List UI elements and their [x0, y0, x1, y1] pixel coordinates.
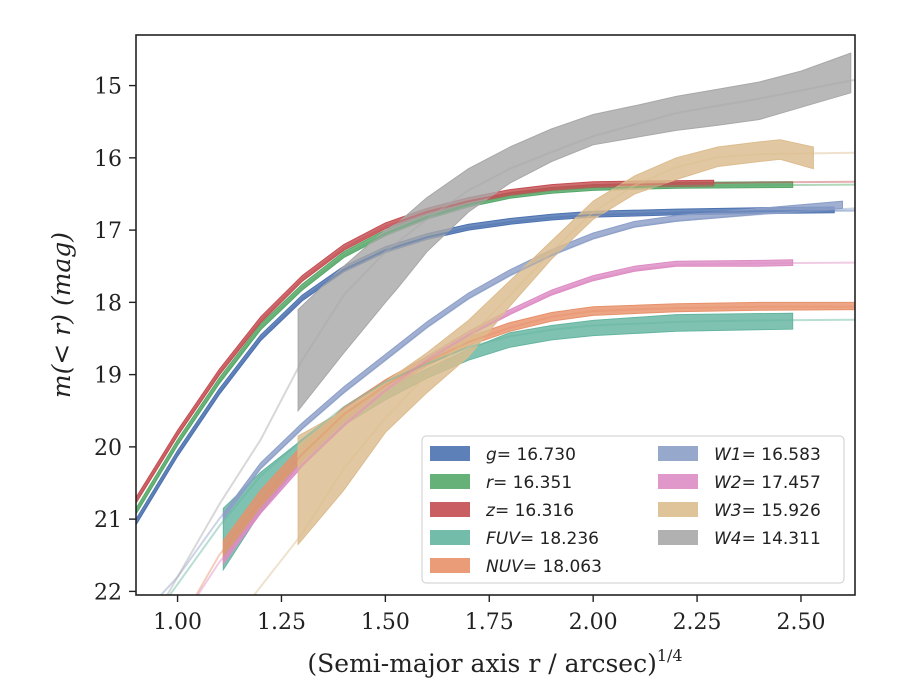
y-tick-label: 15 — [94, 75, 122, 100]
band-w4 — [297, 52, 852, 413]
band-w1 — [222, 200, 843, 521]
legend-swatch-z — [430, 502, 470, 517]
x-axis-ticks: 1.00 1.25 1.50 1.75 2.00 2.25 2.50 — [153, 595, 825, 635]
legend-label-nuv: NUV= 18.063 — [486, 557, 602, 577]
model-curve-fuv — [168, 318, 855, 595]
model-curve-w1 — [159, 207, 855, 595]
model-curve-nuv — [195, 305, 855, 595]
y-tick-label: 21 — [94, 508, 122, 533]
legend-swatch-w4 — [658, 530, 698, 545]
legend-swatch-nuv — [430, 558, 470, 573]
legend-label-w3: W3= 15.926 — [714, 501, 821, 521]
legend-swatch-r — [430, 474, 470, 489]
legend-swatch-g — [430, 446, 470, 461]
x-tick-label: 1.75 — [465, 610, 514, 635]
y-tick-label: 19 — [94, 364, 122, 389]
legend-swatch-w2 — [658, 474, 698, 489]
y-tick-label: 16 — [94, 147, 122, 172]
band-z — [136, 179, 715, 505]
model-curve-w3 — [252, 151, 855, 595]
legend-label-w2: W2= 17.457 — [714, 473, 821, 493]
y-axis-ticks: 15 16 17 18 19 20 21 22 — [94, 75, 136, 605]
y-tick-label: 22 — [94, 580, 122, 605]
x-tick-label: 1.00 — [153, 610, 202, 635]
model-curve-w4 — [166, 78, 855, 595]
legend-label-g: g= 16.730 — [486, 445, 576, 465]
plot-frame — [135, 34, 856, 596]
y-axis-label: m(< r) (mag) — [47, 232, 76, 398]
x-tick-label: 2.25 — [673, 610, 722, 635]
legend-swatch-w3 — [658, 502, 698, 517]
y-tick-label: 20 — [94, 436, 122, 461]
series-model-lines — [136, 78, 855, 595]
x-axis-label-text: (Semi-major axis r / arcsec) — [307, 649, 656, 678]
series-bands — [136, 52, 855, 572]
y-tick-label: 18 — [94, 291, 122, 316]
x-axis-label: (Semi-major axis r / arcsec)1/4 — [307, 646, 682, 678]
model-curve-r — [136, 183, 855, 513]
legend-swatch-w1 — [658, 446, 698, 461]
x-tick-label: 2.50 — [776, 610, 825, 635]
legend-label-w1: W1= 16.583 — [714, 445, 821, 465]
x-tick-label: 1.25 — [257, 610, 306, 635]
legend-label-fuv: FUV= 18.236 — [486, 529, 599, 549]
legend-box — [421, 435, 845, 584]
legend-label-w4: W4= 14.311 — [714, 529, 821, 549]
x-tick-label: 1.50 — [361, 610, 410, 635]
legend: g= 16.730 r= 16.351 z= 16.316 FUV= 18.236 NU… — [421, 435, 845, 584]
legend-label-z: z= 16.316 — [485, 501, 574, 521]
legend-swatch-fuv — [430, 530, 470, 545]
y-tick-label: 17 — [94, 219, 122, 244]
band-w3 — [297, 139, 814, 546]
model-curve-g — [136, 209, 855, 524]
legend-label-r: r= 16.351 — [486, 473, 572, 493]
model-curve-w2 — [196, 261, 855, 595]
x-tick-label: 2.00 — [569, 610, 618, 635]
band-r — [136, 181, 794, 516]
x-axis-label-exponent: 1/4 — [657, 646, 683, 665]
model-curve-z — [136, 180, 855, 502]
